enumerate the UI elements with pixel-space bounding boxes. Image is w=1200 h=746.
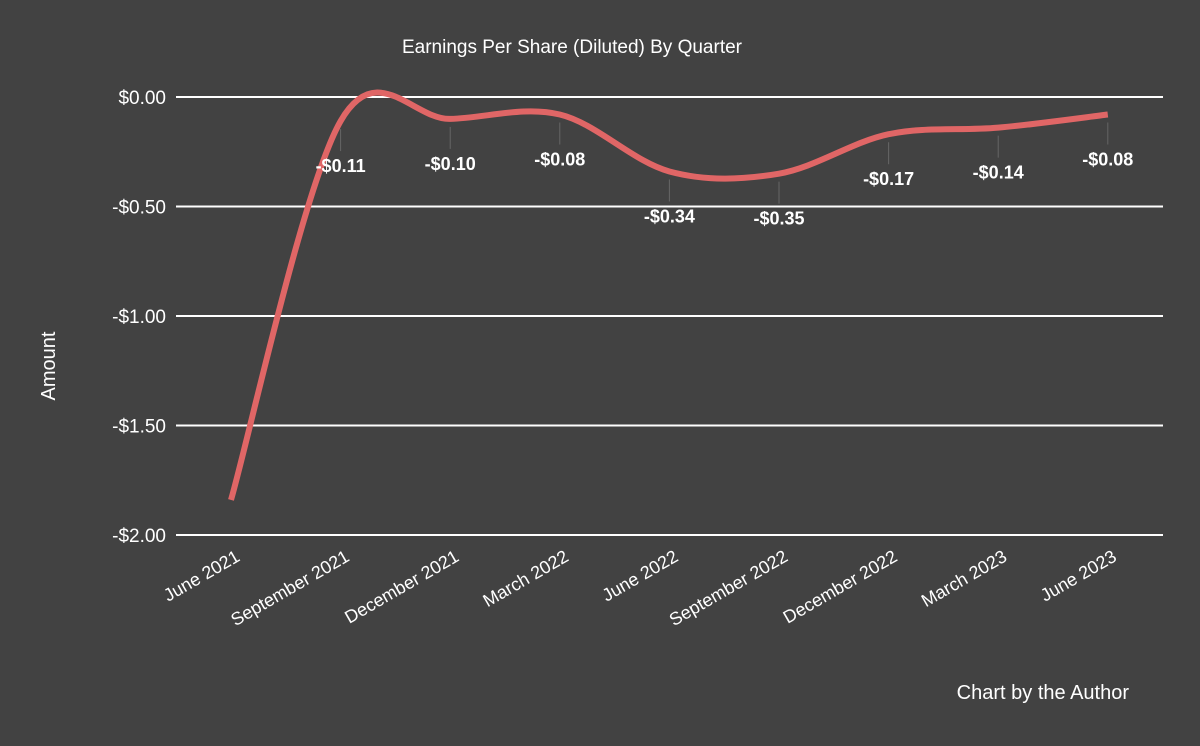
x-tick-label: June 2021 [160, 546, 243, 605]
data-label: -$0.08 [1082, 150, 1133, 170]
data-label: -$0.14 [973, 163, 1024, 183]
x-tick-label: December 2021 [341, 546, 462, 627]
data-label: -$0.10 [425, 154, 476, 174]
data-label: -$0.34 [644, 206, 695, 226]
chart-title: Earnings Per Share (Diluted) By Quarter [402, 37, 743, 58]
x-tick-label: March 2022 [479, 546, 571, 611]
x-tick-label: September 2021 [227, 546, 352, 630]
y-tick-label: -$1.50 [112, 417, 166, 438]
data-label: -$0.35 [753, 209, 804, 229]
y-tick-label: -$2.00 [112, 526, 166, 547]
x-tick-label: December 2022 [780, 546, 901, 627]
eps-series-line [228, 89, 1109, 501]
x-tick-label: June 2022 [599, 546, 682, 605]
data-label: -$0.08 [534, 150, 585, 170]
chart-credit: Chart by the Author [957, 682, 1130, 704]
x-tick-label: June 2023 [1037, 546, 1120, 605]
data-label: -$0.11 [316, 156, 366, 176]
y-tick-label: -$0.50 [112, 198, 166, 219]
y-tick-label: -$1.00 [112, 307, 166, 328]
data-label: -$0.17 [863, 169, 914, 189]
x-tick-label: March 2023 [918, 546, 1010, 611]
y-tick-label: $0.00 [118, 88, 166, 109]
y-axis-label: Amount [38, 331, 60, 400]
x-tick-label: September 2022 [666, 546, 791, 630]
